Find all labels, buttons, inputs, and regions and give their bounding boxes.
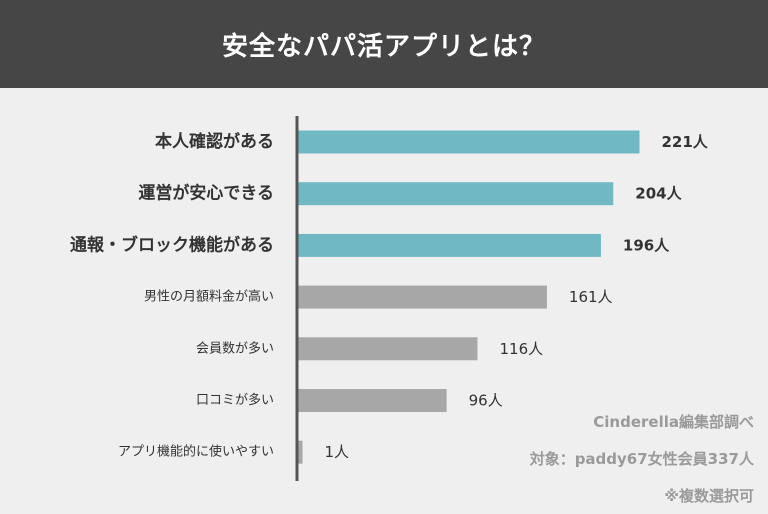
category-label: 男性の月額料金が高い — [144, 289, 274, 305]
category-label: 運営が安心できる — [138, 183, 274, 204]
value-label: 196人 — [623, 236, 670, 254]
category-label: 通報・ブロック機能がある — [70, 234, 274, 255]
target-note: 対象：paddy67女性会員337人 — [529, 450, 754, 468]
chart-title: 安全なパパ活アプリとは？ — [221, 31, 546, 62]
bar — [298, 389, 447, 412]
bar — [298, 130, 640, 154]
multi-select-note: ※複数選択可 — [664, 487, 754, 505]
value-label: 161人 — [569, 288, 613, 306]
bar — [298, 182, 614, 206]
category-label: アプリ機能的に使いやすい — [118, 444, 274, 460]
category-label: 口コミが多い — [196, 392, 274, 408]
source-note: Cinderella編集部調べ — [593, 413, 754, 431]
header-banner: 安全なパパ活アプリとは？ — [0, 0, 768, 88]
value-label: 221人 — [662, 133, 709, 151]
category-label: 会員数が多い — [196, 340, 274, 356]
value-label: 1人 — [325, 443, 350, 461]
bar — [298, 233, 601, 257]
category-label: 本人確認がある — [155, 131, 274, 152]
bar-chart: 本人確認がある 221人運営が安心できる 204人通報・ブロック機能がある 196人男… — [0, 88, 768, 514]
value-label: 116人 — [499, 340, 543, 358]
value-label: 96人 — [469, 392, 503, 410]
bar — [298, 285, 547, 309]
bar — [298, 440, 303, 464]
bar — [298, 337, 478, 361]
value-label: 204人 — [635, 185, 682, 203]
